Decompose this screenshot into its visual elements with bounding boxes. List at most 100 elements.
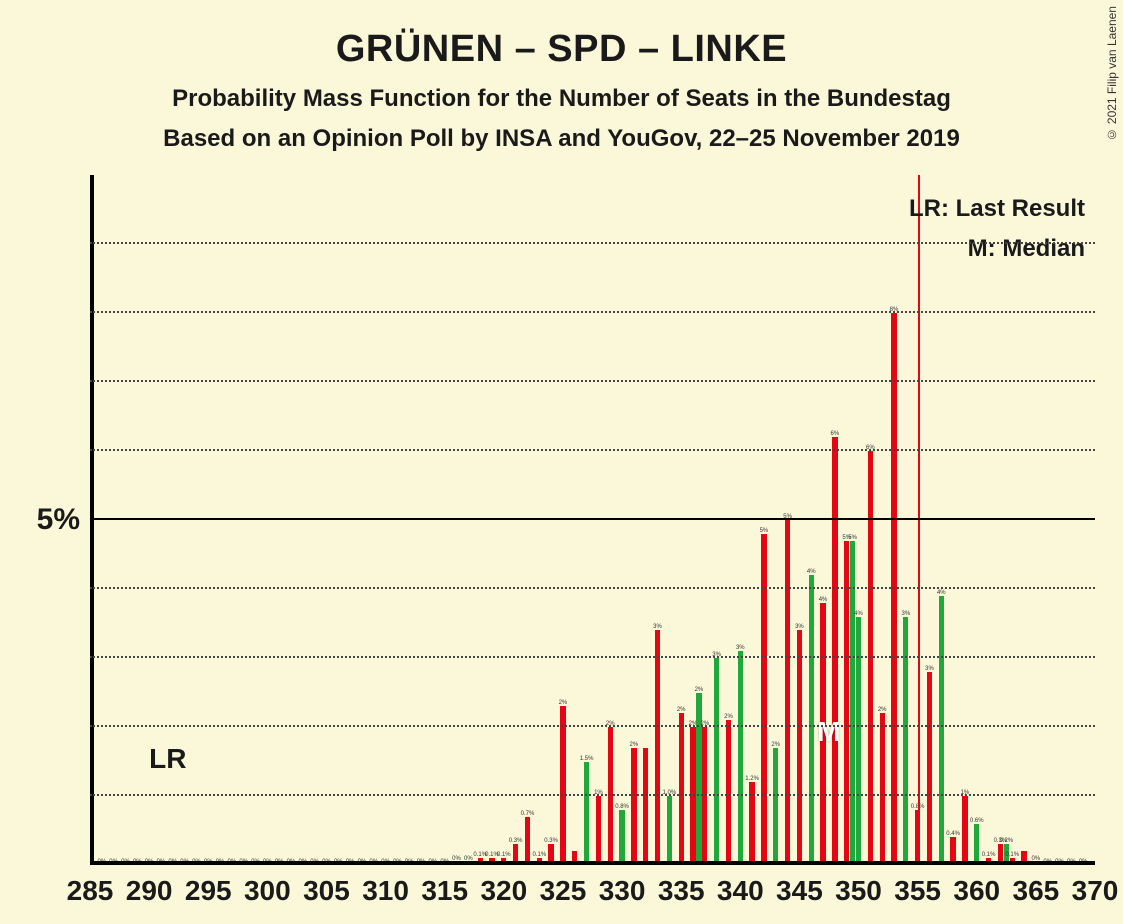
- xtick-label: 310: [362, 875, 409, 907]
- xtick-label: 360: [953, 875, 1000, 907]
- bar-red: 8%: [891, 313, 896, 865]
- bar-value-label: 1.2%: [745, 776, 759, 782]
- bar-red: 2%: [880, 713, 885, 865]
- bar-red: 6%: [832, 437, 837, 865]
- gridline-minor: [90, 725, 1095, 727]
- bar-value-label: 2%: [677, 707, 686, 713]
- bar-red: 1%: [596, 796, 601, 865]
- xtick-label: 325: [540, 875, 587, 907]
- bar-value-label: 0.1%: [532, 852, 546, 858]
- bar-value-label: 3%: [795, 624, 804, 630]
- bar-red: 5%: [785, 520, 790, 865]
- xtick-label: 315: [421, 875, 468, 907]
- bar-green: 2%: [773, 748, 778, 865]
- bar-value-label: 2%: [878, 707, 887, 713]
- bar-value-label: 0.1%: [1005, 852, 1019, 858]
- bar-green: 2%: [696, 693, 701, 866]
- xtick-label: 365: [1013, 875, 1060, 907]
- bar-value-label: 0.3%: [509, 838, 523, 844]
- bar-red: 5%: [844, 541, 849, 865]
- bar-value-label: 2%: [724, 714, 733, 720]
- legend-median: M: Median: [968, 235, 1085, 263]
- xtick-label: 285: [67, 875, 114, 907]
- ytick-label: 5%: [37, 503, 80, 537]
- bar-value-label: 0.2%: [999, 838, 1013, 844]
- bar-value-label: 0.6%: [970, 818, 984, 824]
- legend-last-result: LR: Last Result: [909, 195, 1085, 223]
- bar-red: 5%: [761, 534, 766, 865]
- bar-value-label: 4%: [854, 611, 863, 617]
- median-label: M: [817, 716, 840, 748]
- marker-red-line: [918, 175, 920, 865]
- bar-value-label: 5%: [848, 535, 857, 541]
- xtick-label: 345: [776, 875, 823, 907]
- bar-green: 0.6%: [974, 824, 979, 865]
- bar-green: 3%: [738, 651, 743, 865]
- bar-value-label: 0.3%: [544, 838, 558, 844]
- xtick-label: 370: [1072, 875, 1119, 907]
- bar-value-label: 3%: [653, 624, 662, 630]
- bar-green: 4%: [939, 596, 944, 865]
- bar-green: 4%: [856, 617, 861, 865]
- bar-red: 2%: [608, 727, 613, 865]
- bar-green: 1.5%: [584, 762, 589, 866]
- bar-red: 2%: [726, 720, 731, 865]
- x-axis: [90, 861, 1095, 865]
- xtick-label: 290: [126, 875, 173, 907]
- xtick-label: 350: [835, 875, 882, 907]
- bar-green: 1.0%: [667, 796, 672, 865]
- bar-value-label: 4%: [819, 597, 828, 603]
- gridline-minor: [90, 656, 1095, 658]
- xtick-label: 300: [244, 875, 291, 907]
- lr-label: LR: [149, 743, 186, 775]
- plot-area: 0%0%0%0%0%0%0%0%0%0%0%0%0%0%0%0%0%0%0%0%…: [90, 175, 1095, 865]
- bar-value-label: 4%: [937, 590, 946, 596]
- bar-value-label: 3%: [736, 645, 745, 651]
- bar-value-label: 0.1%: [982, 852, 996, 858]
- bar-value-label: 4%: [807, 569, 816, 575]
- gridline-major: [90, 518, 1095, 520]
- chart-container: GRÜNEN – SPD – LINKE Probability Mass Fu…: [0, 0, 1123, 924]
- bar-green: 0.8%: [619, 810, 624, 865]
- gridline-minor: [90, 794, 1095, 796]
- bar-green: 4%: [809, 575, 814, 865]
- bar-value-label: 1.5%: [580, 756, 594, 762]
- bar-value-label: 0.4%: [946, 831, 960, 837]
- xtick-label: 335: [658, 875, 705, 907]
- gridline-minor: [90, 449, 1095, 451]
- gridline-minor: [90, 380, 1095, 382]
- bar-red: [643, 748, 648, 865]
- bar-green: 3%: [714, 658, 719, 865]
- chart-subtitle-1: Probability Mass Function for the Number…: [0, 85, 1123, 113]
- bar-value-label: 6%: [831, 431, 840, 437]
- chart-subtitle-2: Based on an Opinion Poll by INSA and You…: [0, 125, 1123, 153]
- bar-red: 2%: [702, 727, 707, 865]
- bar-value-label: 2%: [559, 700, 568, 706]
- bar-green: 5%: [850, 541, 855, 865]
- xtick-label: 305: [303, 875, 350, 907]
- xtick-label: 320: [480, 875, 527, 907]
- bar-value-label: 0.1%: [497, 852, 511, 858]
- gridline-minor: [90, 311, 1095, 313]
- bar-green: 3%: [903, 617, 908, 865]
- bar-red: 0.7%: [525, 817, 530, 865]
- copyright-text: © 2021 Filip van Laenen: [1105, 6, 1119, 141]
- bar-red: 2%: [690, 727, 695, 865]
- bar-red: 1%: [962, 796, 967, 865]
- bar-value-label: 3%: [925, 666, 934, 672]
- bar-value-label: 5%: [760, 528, 769, 534]
- bar-red: 2%: [679, 713, 684, 865]
- bars-layer: 0%0%0%0%0%0%0%0%0%0%0%0%0%0%0%0%0%0%0%0%…: [90, 175, 1095, 865]
- bar-red: 2%: [560, 706, 565, 865]
- xtick-label: 330: [599, 875, 646, 907]
- y-axis: [90, 175, 94, 865]
- xtick-label: 355: [894, 875, 941, 907]
- bar-red: 3%: [655, 630, 660, 865]
- bar-value-label: 2%: [771, 742, 780, 748]
- bar-red: 3%: [797, 630, 802, 865]
- bar-value-label: 0.7%: [521, 811, 535, 817]
- bar-value-label: 0.8%: [615, 804, 629, 810]
- bar-value-label: 2%: [630, 742, 639, 748]
- bar-value-label: 3%: [901, 611, 910, 617]
- xtick-label: 340: [717, 875, 764, 907]
